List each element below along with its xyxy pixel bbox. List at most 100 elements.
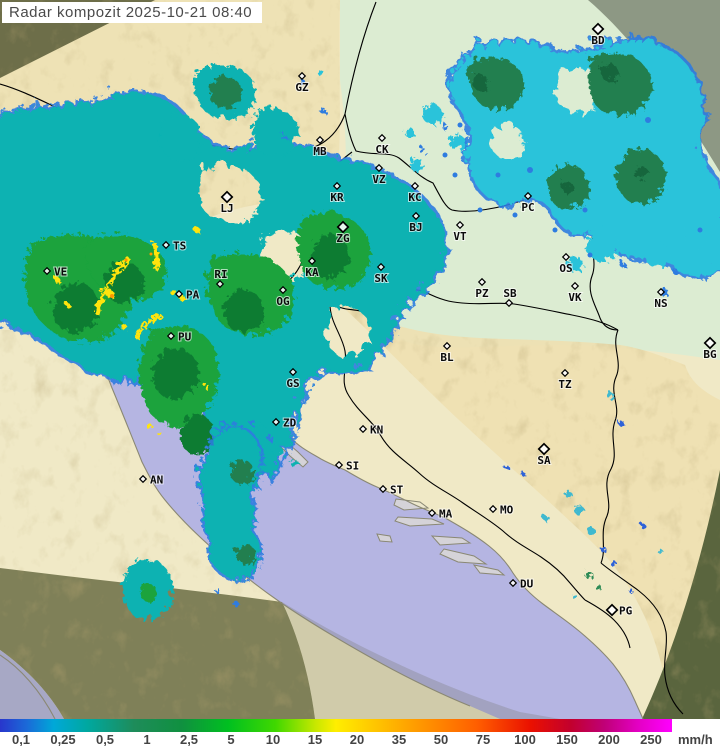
city-diamond-icon — [560, 368, 570, 378]
oor-northeast — [588, 0, 720, 172]
precip-west-dark-cores — [49, 232, 348, 452]
legend-value: 150 — [556, 732, 578, 747]
city-zd: ZD — [271, 416, 298, 431]
city-sk: SK — [373, 262, 389, 286]
city-vk: VK — [567, 281, 583, 305]
city-label: PG — [619, 605, 633, 618]
city-label: BL — [440, 351, 454, 364]
legend-value: 2,5 — [179, 732, 199, 747]
border-hr-ba-south — [329, 300, 586, 601]
city-diamond-icon — [427, 508, 437, 518]
city-ri: RI — [213, 267, 229, 289]
legend-value: 20 — [349, 732, 365, 747]
legend-value: 100 — [514, 732, 536, 747]
city-bj: BJ — [408, 211, 424, 235]
precip-northeast-cores — [466, 49, 664, 207]
legend-unit: mm/h — [678, 732, 713, 747]
city-diamond-icon — [174, 289, 184, 299]
city-diamond-icon — [334, 460, 344, 470]
legend-value: 250 — [640, 732, 662, 747]
legend-value: 5 — [227, 732, 235, 747]
city-og: OG — [275, 285, 291, 309]
city-diamond-icon — [410, 181, 420, 191]
oor-southeast-tex — [642, 470, 720, 719]
city-mo: MO — [488, 503, 515, 518]
legend-value: 1 — [143, 732, 151, 747]
city-bl: BL — [439, 341, 455, 365]
city-label: ZD — [283, 417, 297, 430]
city-label: VE — [54, 266, 67, 279]
city-label: LJ — [220, 202, 233, 215]
city-mb: MB — [312, 135, 328, 159]
city-bd: BD — [590, 22, 606, 48]
city-an: AN — [138, 473, 164, 488]
city-bg: BG — [702, 336, 718, 362]
city-label: PZ — [475, 287, 489, 300]
city-label: OG — [276, 295, 290, 308]
city-label: MB — [313, 145, 327, 158]
city-ns: NS — [653, 287, 669, 311]
city-diamond-icon — [271, 417, 281, 427]
city-label: RI — [214, 268, 227, 281]
city-diamond-icon — [220, 190, 234, 204]
city-label: DU — [520, 578, 534, 591]
city-label: PA — [186, 289, 200, 302]
oor-italy-south-tex — [0, 568, 315, 719]
city-ve: VE — [42, 265, 68, 280]
city-label: SK — [374, 272, 388, 285]
city-diamond-icon — [377, 133, 387, 143]
city-pu: PU — [166, 330, 193, 345]
city-sb: SB — [502, 286, 518, 308]
city-kn: KN — [358, 423, 384, 438]
city-diamond-icon — [376, 262, 386, 272]
city-label: KC — [408, 191, 421, 204]
city-pc: PC — [520, 191, 536, 215]
city-diamond-icon — [523, 191, 533, 201]
city-label: KN — [370, 424, 383, 437]
city-diamond-icon — [591, 22, 605, 36]
city-label: MA — [439, 508, 453, 521]
border-ba-me — [584, 599, 631, 649]
city-lj: LJ — [219, 190, 235, 216]
city-diamond-icon — [288, 367, 298, 377]
legend-value: 35 — [391, 732, 407, 747]
city-diamond-icon — [703, 336, 717, 350]
city-diamond-icon — [166, 331, 176, 341]
city-diamond-icon — [161, 240, 171, 250]
city-pa: PA — [174, 288, 201, 303]
city-os: OS — [558, 252, 574, 276]
city-diamond-icon — [477, 277, 487, 287]
coast-tyrrhenian — [0, 654, 56, 720]
city-ts: TS — [161, 239, 187, 254]
city-diamond-icon — [656, 287, 666, 297]
city-diamond-icon — [508, 578, 518, 588]
city-label: GZ — [295, 81, 309, 94]
city-label: SB — [503, 287, 517, 300]
title-bar: Radar kompozit 2025-10-21 08:40 — [2, 2, 263, 23]
city-diamond-icon — [138, 474, 148, 484]
city-diamond-icon — [378, 484, 388, 494]
city-diamond-icon — [537, 442, 551, 456]
city-st: ST — [378, 483, 405, 498]
mountains-dinaric-tex — [335, 300, 720, 719]
precip-northeast-specks — [442, 117, 703, 258]
city-label: BJ — [409, 221, 422, 234]
city-label: BD — [591, 34, 605, 47]
city-label: TZ — [558, 378, 572, 391]
city-diamond-icon — [215, 279, 225, 289]
city-diamond-icon — [488, 504, 498, 514]
city-label: BG — [703, 348, 717, 361]
city-label: NS — [654, 297, 667, 310]
city-du: DU — [508, 577, 535, 592]
border-at-hu — [344, 1, 377, 115]
city-zg: ZG — [335, 220, 351, 246]
city-diamond-icon — [605, 603, 619, 617]
city-pg: PG — [605, 603, 634, 619]
city-diamond-icon — [42, 266, 52, 276]
city-ka: KA — [304, 256, 320, 280]
radar-map: GZ BD MB CK VZ KR LJ KC PC BJ VT ZG TS OS KA SK VE RI PZ VK… — [0, 0, 720, 720]
city-label: VT — [453, 230, 467, 243]
out-of-range-layer — [0, 0, 720, 719]
city-label: VZ — [372, 173, 386, 186]
